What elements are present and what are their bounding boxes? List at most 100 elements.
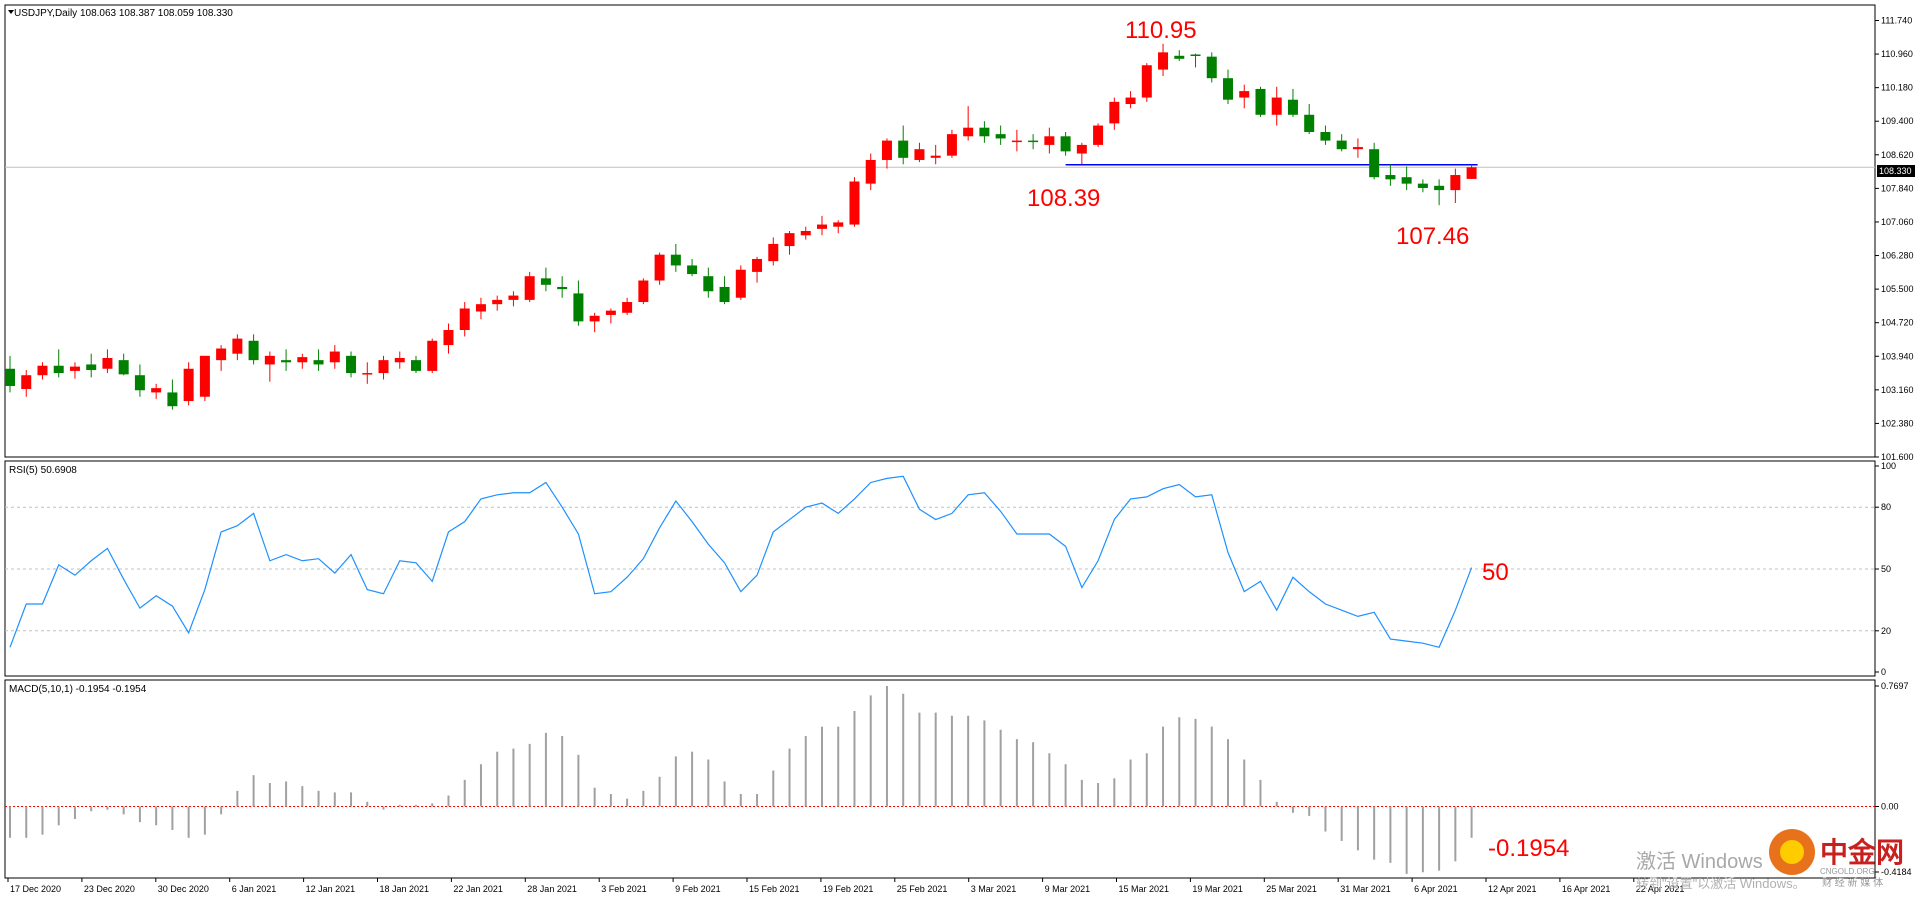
- macd-panel-title: MACD(5,10,1) -0.1954 -0.1954: [9, 684, 147, 695]
- candle-bull: [524, 276, 535, 300]
- time-tick-label: 30 Dec 2020: [158, 884, 209, 894]
- price-tick-label: 101.600: [1881, 452, 1914, 462]
- candle-bull: [914, 149, 925, 160]
- candle-bull: [589, 315, 600, 322]
- annotation-low: 107.46: [1396, 223, 1469, 250]
- candlestick-series: [5, 43, 1477, 410]
- panel-menu-triangle-icon[interactable]: [8, 10, 14, 14]
- candle-bear: [1287, 99, 1298, 115]
- candle-bull: [654, 254, 665, 281]
- candle-bull: [508, 295, 519, 300]
- candle-bear: [1174, 55, 1185, 59]
- annotation-macd-value: -0.1954: [1488, 835, 1569, 862]
- candle-bull: [378, 360, 389, 374]
- macd-tick-label: 0.00: [1881, 801, 1899, 811]
- candle-bull: [1076, 144, 1087, 154]
- candle-bull: [362, 373, 373, 375]
- candle-bear: [979, 127, 990, 137]
- candle-bull: [784, 233, 795, 247]
- candle-bull: [946, 134, 957, 156]
- candle-bull: [735, 269, 746, 298]
- time-tick-label: 18 Jan 2021: [380, 884, 430, 894]
- candle-bull: [1093, 125, 1104, 145]
- candle-bear: [703, 276, 714, 292]
- windows-watermark-line2: 转到"设置"以激活 Windows。: [1636, 876, 1806, 891]
- current-price-label: 108.330: [1879, 166, 1912, 176]
- time-tick-label: 9 Feb 2021: [675, 884, 721, 894]
- candle-bull: [297, 357, 308, 363]
- candle-bull: [605, 310, 616, 315]
- candle-bear: [313, 360, 324, 365]
- time-tick-label: 3 Feb 2021: [601, 884, 647, 894]
- candle-bear: [167, 392, 178, 407]
- candle-bull: [102, 357, 113, 369]
- price-tick-label: 110.960: [1881, 49, 1913, 59]
- candle-bull: [1141, 65, 1152, 98]
- price-tick-label: 103.160: [1881, 385, 1914, 395]
- candle-bear: [670, 254, 681, 266]
- candle-bull: [1466, 167, 1477, 179]
- candle-bull: [1125, 97, 1136, 105]
- time-tick-label: 6 Jan 2021: [232, 884, 277, 894]
- time-tick-label: 25 Mar 2021: [1266, 884, 1317, 894]
- candle-bull: [1352, 147, 1363, 150]
- brand-sub: CNGOLD.ORG: [1820, 867, 1875, 876]
- time-tick-label: 25 Feb 2021: [897, 884, 948, 894]
- price-panel-frame: [4, 4, 1876, 458]
- candle-bear: [5, 368, 15, 386]
- rsi-line: [9, 475, 1473, 648]
- candle-bull: [232, 338, 243, 354]
- candle-bull: [622, 302, 633, 313]
- candle-bull: [849, 181, 860, 225]
- time-tick-label: 9 Mar 2021: [1045, 884, 1091, 894]
- candle-bear: [1028, 140, 1039, 143]
- candle-bull: [881, 140, 892, 160]
- candle-bull: [1044, 136, 1055, 145]
- candle-bull: [264, 355, 275, 365]
- candle-bear: [1255, 88, 1266, 115]
- time-tick-label: 17 Dec 2020: [10, 884, 61, 894]
- price-tick-label: 108.620: [1881, 150, 1914, 160]
- annotation-rsi-value: 50: [1482, 559, 1509, 586]
- candle-bear: [134, 375, 145, 391]
- macd-axis: 0.7697 0.00 -0.4184: [5, 681, 1912, 877]
- current-price-tag: [1877, 165, 1915, 177]
- time-tick-label: 23 Dec 2020: [84, 884, 135, 894]
- brand-logo-inner-icon: [1780, 840, 1804, 864]
- brand-name: 中金网: [1820, 836, 1904, 868]
- price-grid: [5, 163, 1875, 168]
- candle-bear: [281, 360, 292, 363]
- candle-bull: [1450, 175, 1461, 191]
- candle-bull: [199, 355, 210, 397]
- candle-bull: [427, 340, 438, 371]
- candle-bull: [37, 365, 48, 376]
- candle-bull: [69, 366, 80, 371]
- candle-bear: [1223, 78, 1233, 100]
- candle-bull: [151, 388, 162, 393]
- macd-panel-frame: [4, 679, 1876, 879]
- rsi-panel-title: RSI(5) 50.6908: [9, 465, 77, 476]
- rsi-tick-label: 80: [1881, 502, 1891, 512]
- candle-bear: [346, 355, 357, 374]
- candle-bear: [1401, 177, 1412, 184]
- candle-bear: [1385, 175, 1396, 180]
- candle-bear: [995, 134, 1006, 139]
- rsi-axis: 100 80 50 20 0: [1875, 461, 1896, 677]
- candle-bull: [475, 304, 486, 312]
- candle-bull: [459, 308, 470, 331]
- rsi-series: [9, 475, 1473, 648]
- macd-histogram: [9, 685, 1473, 874]
- candle-bear: [86, 364, 97, 371]
- candle-bull: [492, 299, 503, 305]
- price-tick-label: 106.280: [1881, 251, 1914, 261]
- candle-bear: [1304, 114, 1315, 132]
- candle-bear: [248, 340, 259, 361]
- time-tick-label: 28 Jan 2021: [527, 884, 577, 894]
- price-tick-label: 109.400: [1881, 116, 1914, 126]
- candle-bull: [329, 351, 340, 363]
- time-tick-label: 15 Mar 2021: [1119, 884, 1170, 894]
- rsi-tick-label: 0: [1881, 667, 1886, 677]
- candle-bull: [833, 222, 844, 227]
